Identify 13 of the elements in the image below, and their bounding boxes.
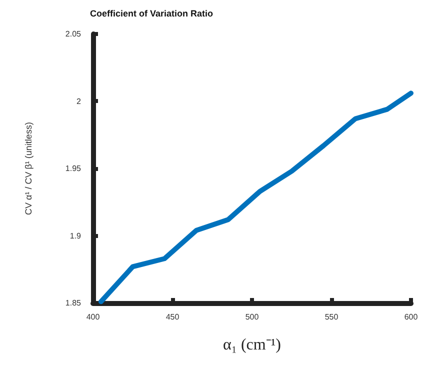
y-axis-title: CV α¹ / CV β¹ (unitless) (24, 122, 34, 215)
x-tick-label: 400 (86, 312, 100, 322)
chart-title: Coefficient of Variation Ratio (90, 8, 214, 18)
y-tick-label: 1.95 (65, 164, 82, 173)
x-tick-label: 500 (245, 312, 260, 322)
x-axis-title: α₁ (cm⁻¹) (223, 336, 281, 354)
y-tick-label: 1.9 (70, 231, 82, 240)
y-tick-label: 1.85 (65, 298, 82, 308)
x-tick-label: 600 (404, 312, 418, 322)
y-tick-label: 2 (76, 96, 82, 106)
x-tick-label: 550 (324, 312, 339, 322)
x-tick-label: 450 (166, 312, 180, 322)
y-tick-label: 2.05 (65, 30, 82, 38)
